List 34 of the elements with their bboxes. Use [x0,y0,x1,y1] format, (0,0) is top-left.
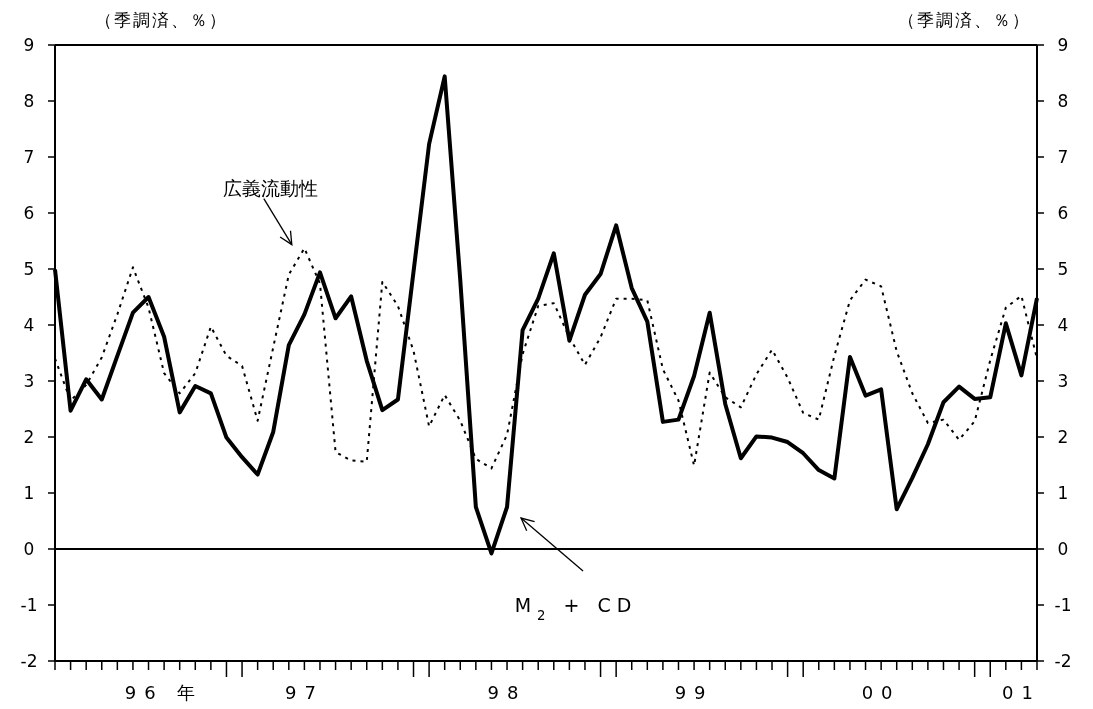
y2-tick-label: -2 [1054,651,1072,671]
y-tick-label: 7 [23,147,35,167]
y2-tick-label: 3 [1057,371,1069,391]
y2-tick-label: 2 [1057,427,1069,447]
y-tick-label: 3 [23,371,35,391]
y2-tick-label: -1 [1054,595,1072,615]
x-tick-label: 00 [861,682,901,703]
y2-tick-label: 5 [1057,259,1069,279]
y-tick-label: 5 [23,259,35,279]
y-tick-label: 9 [23,35,35,55]
x-tick-label: 01 [1001,682,1041,703]
y-tick-label: 1 [23,483,35,503]
y-tick-label: -2 [20,651,38,671]
y2-tick-label: 9 [1057,35,1069,55]
y-tick-label: 2 [23,427,35,447]
x-tick-label: 98 [487,682,527,703]
y2-tick-label: 4 [1057,315,1069,335]
y2-tick-label: 6 [1057,203,1069,223]
y-tick-label: 0 [23,539,35,559]
y2-axis-title: （季調済、％） [898,10,1031,30]
y-tick-label: 8 [23,91,35,111]
y-tick-label: 4 [23,315,35,335]
y-tick-label: -1 [20,595,38,615]
x-tick-label: 97 [284,682,324,703]
y2-tick-label: 0 [1057,539,1069,559]
text: 広義流動性 [223,176,319,199]
x-tick-label: 96 年 [124,682,204,703]
y2-tick-label: 1 [1057,483,1069,503]
y2-tick-label: 8 [1057,91,1069,111]
y-axis-title: （季調済、％） [95,10,228,30]
text: M$_{2}$ + CD [514,594,638,623]
y-tick-label: 6 [23,203,35,223]
x-tick-label: 99 [674,682,714,703]
y2-tick-label: 7 [1057,147,1069,167]
